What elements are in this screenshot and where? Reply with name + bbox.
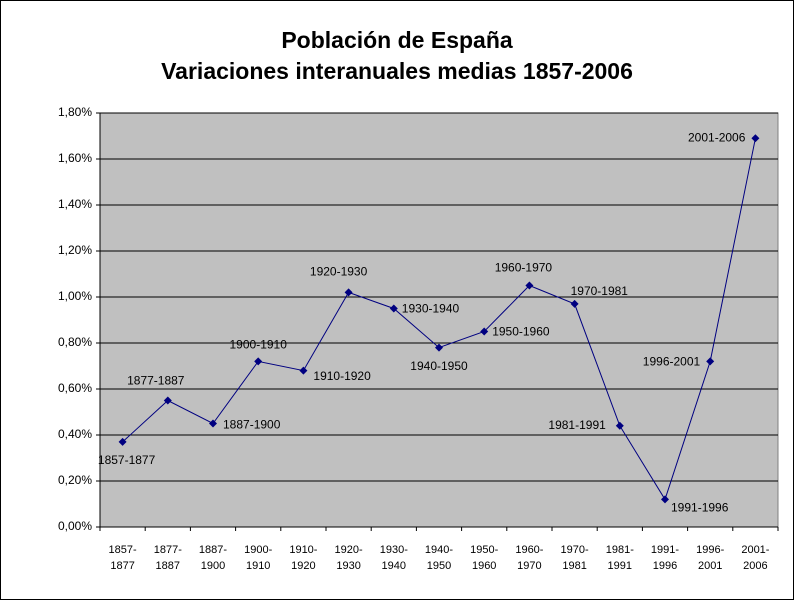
- point-marker: [299, 366, 308, 375]
- data-label: 1940-1950: [410, 359, 468, 373]
- y-tick-label: 0,00%: [58, 519, 92, 533]
- point-marker: [570, 299, 579, 308]
- data-label: 1857-1877: [98, 453, 156, 467]
- x-tick-label: 1940-1950: [425, 544, 453, 572]
- y-tick-label: 0,60%: [58, 381, 92, 395]
- data-label: 2001-2006: [688, 130, 746, 144]
- x-tick-label: 1930-1940: [380, 544, 408, 572]
- point-marker: [661, 495, 669, 504]
- plot-area: [99, 112, 779, 528]
- point-marker: [615, 421, 624, 430]
- data-label: 1930-1940: [402, 302, 460, 316]
- data-label: 1970-1981: [571, 284, 629, 298]
- x-tick-label: 1887-1900: [199, 544, 227, 572]
- x-tick-label: 1910-1920: [289, 544, 317, 572]
- data-label: 1960-1970: [495, 261, 553, 275]
- y-tick-label: 1,60%: [58, 151, 92, 165]
- point-marker: [163, 396, 172, 405]
- x-tick-label: 1970-1981: [561, 544, 589, 572]
- y-tick-label: 1,20%: [58, 243, 92, 257]
- x-tick-label: 1996-2001: [696, 544, 724, 572]
- point-marker: [706, 357, 715, 366]
- x-tick-label: 1991-1996: [651, 544, 679, 572]
- x-tick-label: 1877-1887: [154, 544, 182, 572]
- data-label: 1910-1920: [313, 369, 371, 383]
- x-tick-label: 1981-1991: [606, 544, 634, 572]
- x-tick-label: 1920-1930: [335, 544, 363, 572]
- point-marker: [344, 288, 353, 297]
- data-label: 1950-1960: [492, 325, 550, 339]
- x-tick-label: 2001-2006: [741, 544, 769, 572]
- y-tick-label: 1,80%: [58, 105, 92, 119]
- x-tick-label: 1900-1910: [244, 544, 272, 572]
- x-tick-label: 1950-1960: [470, 544, 498, 572]
- point-marker: [209, 419, 217, 428]
- x-tick-label: 1960-1970: [515, 544, 543, 572]
- data-label: 1877-1887: [127, 374, 185, 388]
- x-tick-label: 1857-1877: [109, 544, 137, 572]
- y-tick-label: 0,80%: [58, 335, 92, 349]
- data-label: 1887-1900: [223, 418, 281, 432]
- data-label: 1900-1910: [230, 338, 288, 352]
- point-marker: [751, 134, 760, 143]
- y-tick-label: 1,00%: [58, 289, 92, 303]
- chart-title: Población de España: [281, 27, 513, 53]
- data-label: 1991-1996: [671, 501, 729, 515]
- point-marker: [525, 281, 534, 290]
- point-marker: [435, 343, 443, 352]
- point-marker: [480, 327, 489, 336]
- y-tick-label: 0,40%: [58, 427, 92, 441]
- data-label: 1996-2001: [643, 355, 701, 369]
- point-marker: [254, 357, 263, 366]
- y-tick-label: 0,20%: [58, 473, 92, 487]
- chart-subtitle: Variaciones interanuales medias 1857-200…: [161, 58, 633, 84]
- point-marker: [389, 304, 398, 313]
- y-tick-label: 1,40%: [58, 197, 92, 211]
- data-label: 1920-1930: [310, 265, 368, 279]
- data-label: 1981-1991: [548, 418, 606, 432]
- point-marker: [118, 437, 127, 446]
